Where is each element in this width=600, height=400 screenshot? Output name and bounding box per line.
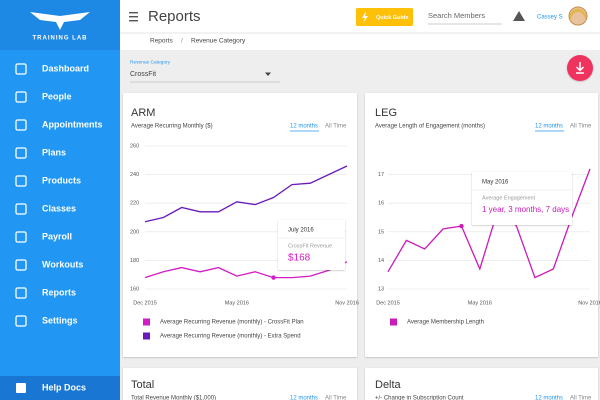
filter-value[interactable]: CrossFit <box>130 71 156 78</box>
nav-icon <box>15 259 27 271</box>
tab[interactable]: 12 months <box>290 124 318 130</box>
nav-item[interactable]: Classes <box>42 203 76 213</box>
charts: ARM Average Recurring Monthly ($) 12 month… <box>130 107 600 400</box>
card-title: Total <box>131 379 154 391</box>
breadcrumb-separator: / <box>181 38 183 45</box>
highlight-point <box>271 275 276 280</box>
tooltip-value: 1 year, 3 months, 7 days <box>482 205 569 214</box>
nav-icon <box>15 63 27 75</box>
y-tick-label: 240 <box>130 172 139 178</box>
nav-icon <box>15 147 27 159</box>
tab[interactable]: All Time <box>570 124 592 130</box>
x-tick-label: May 2016 <box>468 300 492 306</box>
legend-swatch <box>390 318 397 326</box>
tooltip-title: July 2016 <box>288 228 314 234</box>
breadcrumb-item[interactable]: Reports <box>150 38 174 45</box>
y-tick-label: 260 <box>130 143 139 149</box>
nav-item[interactable]: Dashboard <box>42 63 89 73</box>
user-name[interactable]: Cassey S <box>537 15 563 21</box>
card-title: ARM <box>131 107 155 119</box>
card <box>123 368 357 400</box>
card-title: LEG <box>375 107 397 119</box>
y-tick-label: 17 <box>378 172 384 178</box>
card-title: Delta <box>375 379 402 391</box>
y-tick-label: 160 <box>130 286 139 292</box>
y-tick-label: 180 <box>130 258 139 264</box>
y-tick-label: 220 <box>130 201 139 207</box>
logo <box>30 12 90 30</box>
tab[interactable]: All Time <box>325 396 347 400</box>
nav-item[interactable]: Reports <box>42 287 76 297</box>
dropdown-arrow[interactable] <box>265 72 271 77</box>
tab[interactable]: All Time <box>325 124 347 130</box>
card-subtitle: Average Length of Engagement (months) <box>375 124 485 130</box>
legend-label: Average Membership Length <box>407 320 484 326</box>
breadcrumb-item: Revenue Category <box>191 38 246 45</box>
nav-icon <box>15 231 27 243</box>
search-members[interactable]: Search Members <box>428 11 485 20</box>
quick-guide[interactable]: Quick Guide <box>376 15 408 21</box>
tooltip <box>278 220 345 270</box>
series-line <box>387 168 591 279</box>
tooltip-label: CrossFit Revenue <box>288 243 332 249</box>
nav-icon <box>15 119 27 131</box>
brand: TRAINING LAB <box>33 36 88 42</box>
y-tick-label: 15 <box>378 229 384 235</box>
legend-swatch <box>143 332 150 340</box>
nav-icon <box>15 315 27 327</box>
x-tick-label: Dec 2015 <box>376 300 400 306</box>
x-tick-label: May 2016 <box>225 300 249 306</box>
tab[interactable]: 12 months <box>535 124 563 130</box>
menu-button[interactable] <box>129 12 138 22</box>
y-tick-label: 13 <box>378 286 384 292</box>
tooltip <box>472 172 572 225</box>
y-tick-label: 200 <box>130 229 139 235</box>
tooltip-title: May 2016 <box>482 180 509 186</box>
help-icon <box>16 383 26 393</box>
x-tick-label: Nov 2016 <box>335 300 359 306</box>
page-title: Reports <box>148 8 201 25</box>
x-tick-label: Dec 2015 <box>133 300 157 306</box>
legend-label: Average Recurring Revenue (monthly) - Cr… <box>160 320 304 326</box>
series-line <box>144 261 348 279</box>
nav-item[interactable]: Workouts <box>42 259 83 269</box>
legend-label: Average Recurring Revenue (monthly) - Ex… <box>160 334 301 340</box>
nav-item[interactable]: Payroll <box>42 231 72 241</box>
tab[interactable]: 12 months <box>535 396 563 400</box>
y-tick-label: 16 <box>378 201 384 207</box>
card-subtitle: +/- Change in Subscription Count <box>375 396 464 400</box>
filter-label: Revenue Category <box>130 59 171 65</box>
nav-item[interactable]: Plans <box>42 147 66 157</box>
tab[interactable]: 12 months <box>290 396 318 400</box>
help-docs[interactable]: Help Docs <box>42 382 86 392</box>
tooltip-label: Average Engagement <box>482 195 536 201</box>
series-line <box>144 165 348 223</box>
nav-icon <box>15 203 27 215</box>
nav-item[interactable]: Settings <box>42 315 78 325</box>
x-tick-label: Nov 2016 <box>578 300 600 306</box>
nav-icon <box>15 287 27 299</box>
nav-icon <box>15 175 27 187</box>
card-subtitle: Total Revenue Monthly ($1,000) <box>131 396 216 400</box>
tooltip-value: $168 <box>288 253 311 264</box>
nav-item[interactable]: Appointments <box>42 119 103 129</box>
warning-icon[interactable] <box>513 11 525 21</box>
card-subtitle: Average Recurring Monthly ($) <box>131 124 213 130</box>
avatar-hair <box>570 8 586 22</box>
quick-guide-button[interactable] <box>356 8 413 26</box>
nav-item[interactable]: Products <box>42 175 81 185</box>
tab[interactable]: All Time <box>570 396 592 400</box>
nav-icon <box>15 91 27 103</box>
sidebar <box>0 0 120 400</box>
nav-item[interactable]: People <box>42 91 72 101</box>
highlight-point <box>459 223 464 229</box>
bolt-icon <box>362 11 368 23</box>
y-tick-label: 14 <box>378 258 384 264</box>
card <box>365 368 598 400</box>
nav: Dashboard People Appointments Plans Products… <box>15 63 103 327</box>
legend-swatch <box>143 318 150 326</box>
download-icon <box>575 62 585 74</box>
